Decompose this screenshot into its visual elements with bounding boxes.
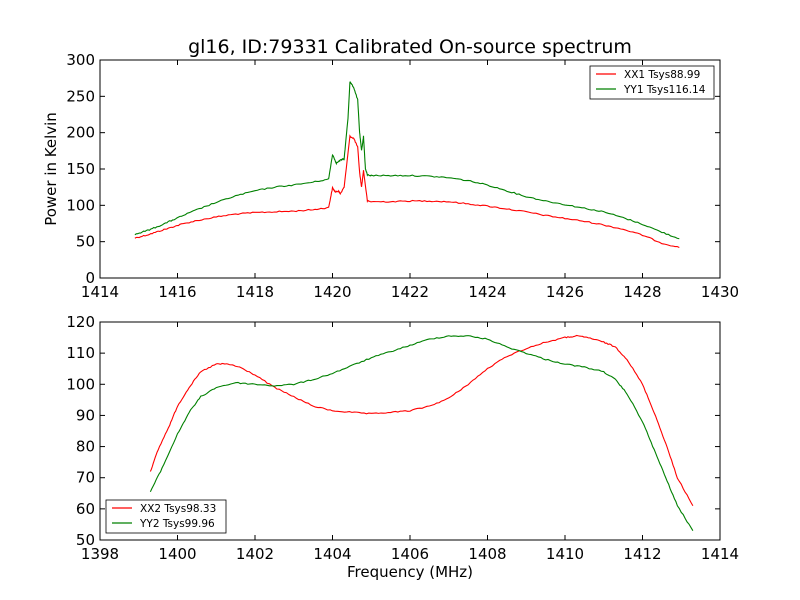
chart0-ytick-label-2: 100: [66, 196, 95, 214]
chart0-series-0: [134, 134, 680, 248]
chart1-ytick-label-6: 110: [66, 344, 95, 362]
chart1-xtick-label-2: 1402: [236, 545, 274, 563]
chart0-xtick-label-4: 1422: [391, 283, 429, 301]
chart1-ytick-label-1: 60: [76, 500, 95, 518]
chart1-xtick-label-3: 1404: [313, 545, 351, 563]
top-chart-title: gl16, ID:79331 Calibrated On-source spec…: [188, 36, 632, 58]
chart1-legend: [105, 499, 227, 534]
chart0-xtick-label-7: 1428: [623, 283, 661, 301]
chart0-xtick-label-6: 1426: [546, 283, 584, 301]
chart0-legend: [589, 65, 715, 100]
chart1-xtick-label-4: 1406: [391, 545, 429, 563]
chart0-xtick-label-1: 1416: [158, 283, 196, 301]
chart0-xtick-label-0: 1414: [81, 283, 119, 301]
bottom-chart-plot-area: 1398 1400 1402 1404 1406 1408 1410 1412 1414 50 60…: [66, 313, 739, 563]
chart1-legend-label-1: YY2 Tsys99.96: [139, 518, 215, 530]
chart1-xtick-label-6: 1410: [546, 545, 584, 563]
chart0-ytick-label-3: 150: [66, 160, 95, 178]
chart1-legend-label-0: XX2 Tsys98.33: [140, 503, 216, 515]
chart0-ytick-label-1: 50: [76, 233, 95, 251]
chart1-series-1: [149, 335, 694, 531]
chart1-xtick-label-5: 1408: [468, 545, 506, 563]
chart1-series-0: [149, 334, 694, 507]
chart0-legend-label-1: YY1 Tsys116.14: [623, 84, 706, 96]
chart1-xtick-label-0: 1398: [81, 545, 119, 563]
chart1-xtick-label-1: 1400: [158, 545, 196, 563]
chart1-ytick-label-2: 70: [76, 469, 95, 487]
chart0-xtick-label-8: 1430: [701, 283, 739, 301]
chart0-series-1: [134, 81, 680, 240]
chart1-ytick-label-5: 100: [66, 375, 95, 393]
chart0-ytick-label-5: 250: [66, 87, 95, 105]
chart1-xtick-label-7: 1412: [623, 545, 661, 563]
chart0-ytick-label-0: 0: [85, 269, 95, 287]
chart1-xtick-label-8: 1414: [701, 545, 739, 563]
chart1-ytick-label-0: 50: [76, 531, 95, 549]
chart0-xtick-label-2: 1418: [236, 283, 274, 301]
chart0-legend-label-0: XX1 Tsys88.99: [624, 69, 700, 81]
chart0-xtick-label-3: 1420: [313, 283, 351, 301]
chart1-ytick-label-7: 120: [66, 313, 95, 331]
chart0-ytick-label-6: 300: [66, 51, 95, 69]
chart1-ytick-label-3: 80: [76, 438, 95, 456]
chart1-ytick-label-4: 90: [76, 406, 95, 424]
top-chart-plot-area: 1414 1416 1418 1420 1422 1424 1426 1428 1430 0 50 1…: [66, 51, 739, 301]
chart0-ytick-label-4: 200: [66, 124, 95, 142]
chart0-xtick-label-5: 1424: [468, 283, 506, 301]
bottom-chart-xlabel: Frequency (MHz): [347, 563, 473, 581]
top-chart-ylabel: Power in Kelvin: [42, 112, 60, 226]
